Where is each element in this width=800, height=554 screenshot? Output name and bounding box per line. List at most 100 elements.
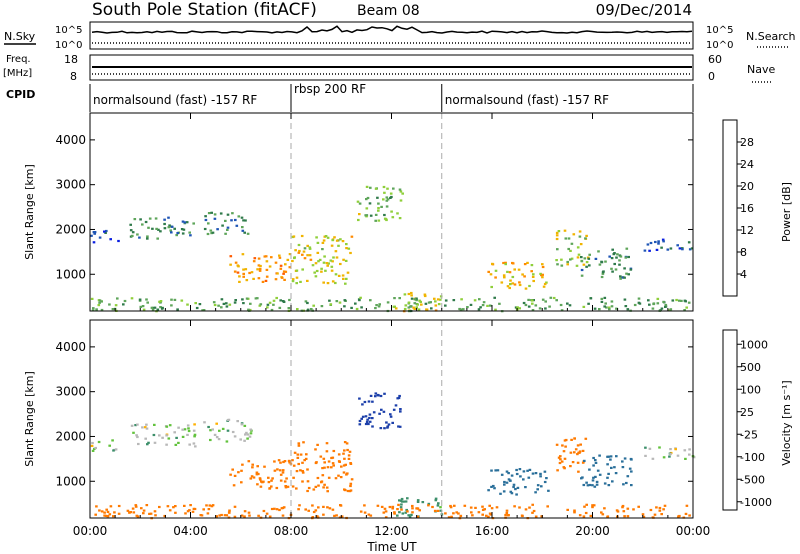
heatmap-cell [560,258,563,261]
heatmap-cell [623,298,627,301]
heatmap-cell [159,306,162,309]
heatmap-cell [603,482,607,485]
heatmap-cell [323,466,326,469]
heatmap-cell [594,459,597,462]
heatmap-cell [308,246,312,249]
heatmap-cell [613,262,616,266]
heatmap-cell [359,510,363,513]
heatmap-cell [416,515,420,518]
heatmap-cell [335,239,339,242]
heatmap-cell [582,515,586,518]
colorbar-tick-label: -500 [740,473,765,486]
heatmap-cell [265,512,269,515]
heatmap-cell [505,481,509,484]
heatmap-cell [299,453,303,456]
heatmap-cell [344,259,348,262]
freq-tick-high: 18 [64,53,78,66]
heatmap-cell [322,505,325,508]
heatmap-cell [311,264,315,267]
heatmap-cell [234,218,237,222]
heatmap-cell [346,271,350,274]
heatmap-cell [403,293,407,296]
heatmap-cell [208,504,212,507]
heatmap-cell [365,207,369,210]
heatmap-cell [259,478,262,481]
heatmap-cell [389,415,393,418]
freq-panel-frame [89,54,694,81]
heatmap-cell [651,516,655,519]
heatmap-cell [543,470,547,473]
heatmap-cell [282,300,286,303]
heatmap-cell [297,243,301,247]
heatmap-cell [331,462,335,465]
heatmap-cell [228,509,231,512]
date-label: 09/Dec/2014 [596,1,692,19]
heatmap-cell [246,232,250,235]
x-tick-label: 20:00 [575,524,610,538]
heatmap-cell [334,273,338,276]
heatmap-cell [161,436,164,439]
heatmap-cell [296,308,299,311]
heatmap-cell [598,263,602,266]
heatmap-cell [170,298,173,301]
heatmap-cell [273,469,277,472]
heatmap-cell [661,238,665,241]
heatmap-cell [591,479,595,482]
heatmap-cell [167,226,171,229]
heatmap-cell [563,229,567,232]
heatmap-cell [517,268,521,271]
heatmap-cell [453,504,456,507]
heatmap-cell [365,198,368,201]
heatmap-cell [230,219,233,222]
heatmap-cell [187,429,191,433]
colorbar-tick-label: 100 [740,383,761,396]
heatmap-cell [112,449,115,452]
heatmap-cell [302,250,306,253]
heatmap-cell [396,514,399,517]
heatmap-cell [332,449,336,453]
heatmap-cell [177,441,180,444]
heatmap-cell [303,459,306,462]
heatmap-cell [433,297,436,300]
noise-tick-left-high: 10^5 [55,25,82,36]
heatmap-cell [510,492,514,495]
heatmap-cell [363,511,367,514]
heatmap-cell [523,275,526,278]
heatmap-cell [576,256,580,259]
heatmap-cell [258,267,262,270]
heatmap-cell [434,304,438,307]
heatmap-cell [570,438,573,441]
nsky-label: N.Sky [4,30,36,43]
heatmap-cell [629,268,633,271]
heatmap-cell [291,259,294,263]
heatmap-cell [307,509,310,512]
heatmap-cell [619,275,622,278]
heatmap-cell [569,451,573,454]
heatmap-cell [656,302,660,305]
heatmap-cell [582,263,586,266]
heatmap-cell [403,307,407,311]
heatmap-cell [608,255,611,258]
heatmap-cell [279,299,282,302]
heatmap-cell [577,451,580,454]
heatmap-cell [416,499,420,502]
heatmap-cell [577,470,580,473]
heatmap-cell [335,300,339,303]
heatmap-cell [606,476,609,479]
heatmap-cell [421,501,425,504]
heatmap-cell [663,504,667,507]
heatmap-cell [211,231,215,234]
heatmap-cell [231,212,234,215]
heatmap-cell [524,508,528,511]
heatmap-cell [534,304,538,307]
heatmap-cell [165,443,168,446]
heatmap-cell [342,452,345,455]
heatmap-cell [528,468,532,471]
heatmap-cell [678,299,681,302]
heatmap-cell [471,514,474,517]
heatmap-cell [301,461,304,464]
heatmap-cell [603,507,606,510]
heatmap-cell [509,283,512,286]
heatmap-cell [339,262,342,266]
heatmap-cell [173,227,176,230]
